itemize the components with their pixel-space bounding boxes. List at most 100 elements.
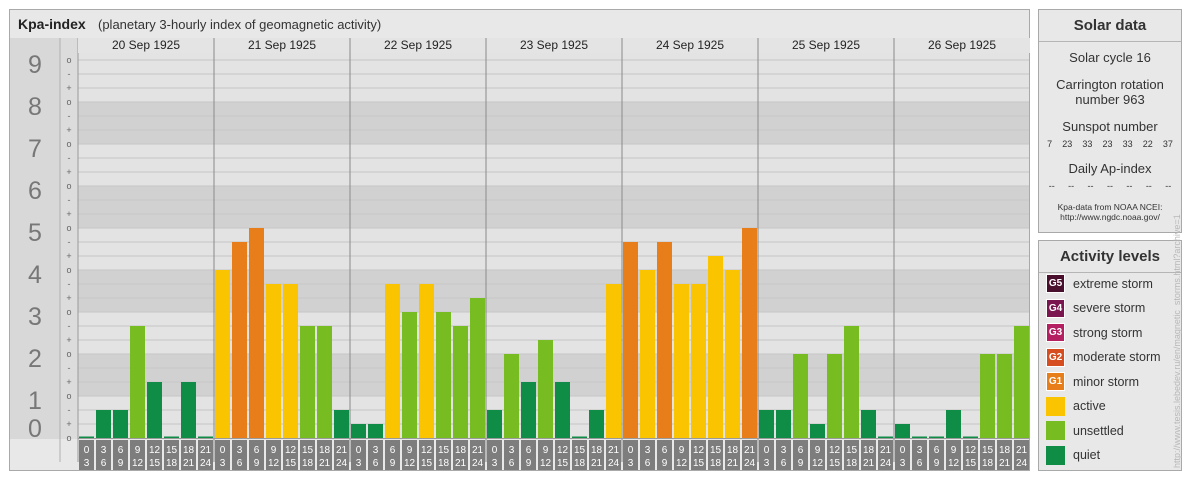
- kp-bar: [844, 325, 859, 438]
- hour-start-label: 6: [662, 445, 668, 456]
- kp-bar: [640, 270, 655, 438]
- sunspot-value: 33: [1122, 139, 1133, 149]
- hour-end-label: 18: [710, 458, 722, 469]
- hour-end-label: 18: [166, 458, 178, 469]
- hour-end-label: 21: [727, 458, 739, 469]
- hour-label-box: [555, 440, 570, 470]
- minor-tick-label: +: [66, 335, 71, 345]
- hour-label-box: [742, 440, 757, 470]
- hour-end-label: 12: [132, 458, 144, 469]
- hour-start-label: 15: [302, 445, 314, 456]
- legend-item: G4 severe storm: [1046, 298, 1146, 318]
- hour-end-label: 12: [268, 458, 280, 469]
- ap-value: --: [1145, 181, 1152, 191]
- hour-start-label: 12: [421, 445, 433, 456]
- kp-bar: [453, 325, 468, 438]
- hour-label-box: [657, 440, 672, 470]
- legend-item: G3 strong storm: [1046, 323, 1142, 342]
- legend-item: unsettled: [1046, 421, 1124, 440]
- hour-end-label: 18: [438, 458, 450, 469]
- sunspot-value: 7: [1047, 139, 1053, 149]
- kp-bar: [317, 325, 332, 438]
- kp-bar: [215, 270, 230, 438]
- kp-bar: [147, 382, 162, 438]
- legend-label: active: [1073, 399, 1106, 413]
- hour-start-label: 6: [254, 445, 260, 456]
- hour-start-label: 18: [455, 445, 467, 456]
- source-link[interactable]: http://www.ngdc.noaa.gov/: [1060, 212, 1160, 222]
- hour-start-label: 18: [727, 445, 739, 456]
- hour-label-box: [521, 440, 536, 470]
- hour-end-label: 9: [526, 458, 532, 469]
- minor-tick-label: +: [66, 83, 71, 93]
- hour-end-label: 12: [676, 458, 688, 469]
- hour-start-label: 6: [118, 445, 124, 456]
- hour-start-label: 21: [1016, 445, 1028, 456]
- day-header: [486, 38, 622, 53]
- hour-label-box: [164, 440, 179, 470]
- minor-tick-label: -: [68, 195, 71, 205]
- minor-tick-label: +: [66, 419, 71, 429]
- hour-start-label: 12: [965, 445, 977, 456]
- hour-start-label: 0: [628, 445, 634, 456]
- kp-bar: [521, 382, 536, 438]
- hour-end-label: 3: [84, 458, 90, 469]
- y-tick-label: 0: [28, 415, 42, 443]
- hour-end-label: 21: [863, 458, 875, 469]
- kp-bar: [793, 354, 808, 438]
- hour-label-box: [674, 440, 689, 470]
- kp-bar: [96, 409, 111, 438]
- ap-value: --: [1048, 181, 1055, 191]
- hour-end-label: 21: [455, 458, 467, 469]
- kp-bar: [334, 409, 349, 438]
- minor-tick-label: -: [68, 237, 71, 247]
- hour-end-label: 24: [336, 458, 348, 469]
- hour-start-label: 12: [557, 445, 569, 456]
- minor-tick-label: o: [66, 391, 71, 401]
- hour-label-box: [861, 440, 876, 470]
- hour-end-label: 15: [965, 458, 977, 469]
- kp-bar: [181, 382, 196, 438]
- hour-start-label: 12: [829, 445, 841, 456]
- day-header: [78, 38, 214, 53]
- kp-bar: [198, 436, 213, 438]
- kp-band: [10, 60, 1029, 102]
- y-tick-label: 3: [28, 303, 42, 331]
- legend-label: strong storm: [1073, 325, 1143, 340]
- hour-end-label: 18: [846, 458, 858, 469]
- hour-start-label: 12: [693, 445, 705, 456]
- kp-bar: [759, 409, 774, 438]
- sunspot-value: 23: [1102, 139, 1113, 149]
- hour-start-label: 15: [438, 445, 450, 456]
- hour-end-label: 6: [373, 458, 379, 469]
- minor-tick-label: o: [66, 433, 71, 443]
- hour-label-box: [810, 440, 825, 470]
- hour-end-label: 3: [764, 458, 770, 469]
- hour-end-label: 6: [917, 458, 923, 469]
- minor-tick-label: -: [68, 279, 71, 289]
- y-tick-label: 2: [28, 345, 42, 373]
- minor-tick-label: o: [66, 55, 71, 65]
- hour-label-box: [470, 440, 485, 470]
- kp-band: [10, 354, 1029, 396]
- ap-index-label: Daily Ap-index: [1068, 161, 1152, 176]
- legend-item: quiet: [1046, 445, 1100, 465]
- day-label: 21 Sep 1925: [248, 38, 316, 52]
- y-tick-label: 6: [28, 177, 42, 205]
- hour-start-label: 9: [815, 445, 821, 456]
- hour-start-label: 9: [951, 445, 957, 456]
- minor-tick-label: o: [66, 223, 71, 233]
- hour-start-label: 9: [679, 445, 685, 456]
- hour-end-label: 9: [254, 458, 260, 469]
- hour-end-label: 12: [948, 458, 960, 469]
- legend-item: G1 minor storm: [1046, 372, 1139, 391]
- minor-tick-label: +: [66, 293, 71, 303]
- hour-end-label: 21: [591, 458, 603, 469]
- hour-label-box: [878, 440, 893, 470]
- hour-start-label: 18: [591, 445, 603, 456]
- legend-item: G2 moderate storm: [1046, 347, 1161, 367]
- hour-label-box: [691, 440, 706, 470]
- minor-tick-label: +: [66, 251, 71, 261]
- hour-end-label: 9: [118, 458, 124, 469]
- legend-label: severe storm: [1073, 301, 1146, 315]
